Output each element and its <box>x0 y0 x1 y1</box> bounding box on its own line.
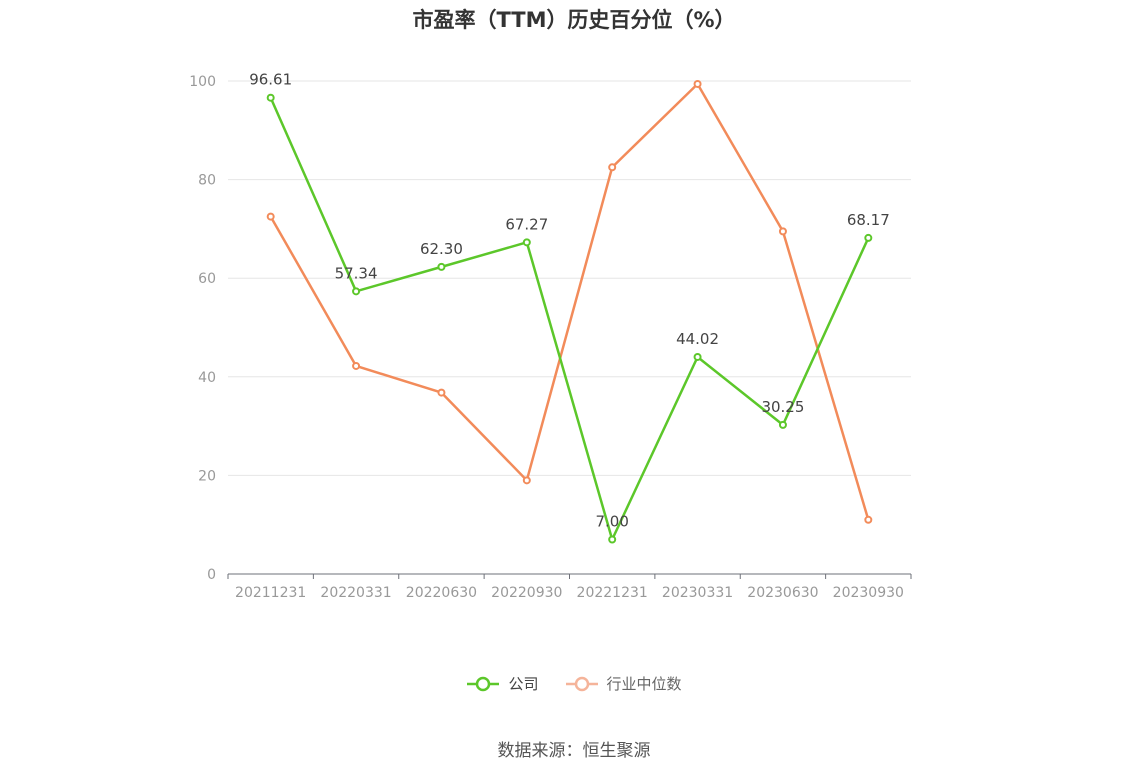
y-tick-label: 80 <box>198 173 216 189</box>
x-tick-label: 20230630 <box>747 585 818 601</box>
data-label-layer: 96.61 57.34 62.30 67.27 7.00 44.02 30.25 68.17 <box>249 71 890 531</box>
y-tick-label: 0 <box>207 567 216 583</box>
data-point[interactable] <box>266 212 275 221</box>
x-tick-label: 20220331 <box>320 585 391 601</box>
axis-layer: 0 20 40 60 80 100 20211231 20220331 20220630 2022… <box>189 74 912 601</box>
x-tick-label: 20221231 <box>577 585 648 601</box>
data-label: 30.25 <box>761 398 804 416</box>
data-point[interactable] <box>266 93 275 102</box>
data-point[interactable] <box>608 535 617 544</box>
series-layer <box>266 79 873 544</box>
series-line-1 <box>269 82 870 521</box>
data-label: 68.17 <box>847 211 890 229</box>
data-point[interactable] <box>352 361 361 370</box>
x-tick-label: 20230930 <box>833 585 904 601</box>
data-point[interactable] <box>693 352 702 361</box>
data-label: 57.34 <box>335 264 378 282</box>
data-point[interactable] <box>608 163 617 172</box>
legend-industry-median-icon <box>565 676 598 691</box>
x-tick-label: 20211231 <box>235 585 306 601</box>
data-point[interactable] <box>693 79 702 88</box>
data-point[interactable] <box>522 476 531 485</box>
data-point[interactable] <box>778 227 787 236</box>
data-source-note: 数据来源：恒生聚源 <box>497 741 651 761</box>
grid-layer <box>228 80 911 476</box>
data-point[interactable] <box>437 388 446 397</box>
y-tick-label: 60 <box>198 271 216 287</box>
data-label: 67.27 <box>505 215 548 233</box>
data-point[interactable] <box>864 515 873 524</box>
data-point[interactable] <box>352 287 361 296</box>
legend-company-icon <box>467 676 500 691</box>
data-label: 7.00 <box>595 512 628 530</box>
data-point[interactable] <box>778 420 787 429</box>
legend-label-company: 公司 <box>508 675 539 693</box>
legend-item-industry-median[interactable]: 行业中位数 <box>565 673 682 694</box>
chart-title: 市盈率（TTM）历史百分位（%） <box>412 8 736 32</box>
x-tick-label: 20230331 <box>662 585 733 601</box>
y-tick-label: 20 <box>198 468 216 484</box>
data-point[interactable] <box>864 233 873 242</box>
x-tick-label: 20220930 <box>491 585 562 601</box>
data-point[interactable] <box>522 238 531 247</box>
legend: 公司 行业中位数 <box>0 673 1148 694</box>
data-label: 44.02 <box>676 330 719 348</box>
x-tick-label: 20220630 <box>406 585 477 601</box>
y-tick-label: 100 <box>189 74 216 90</box>
legend-item-company[interactable]: 公司 <box>466 673 539 694</box>
data-label: 62.30 <box>420 240 463 258</box>
legend-label-industry-median: 行业中位数 <box>606 675 682 693</box>
series-line-0 <box>269 97 870 541</box>
data-label: 96.61 <box>249 71 292 89</box>
y-tick-label: 40 <box>198 370 216 386</box>
data-point[interactable] <box>437 262 446 271</box>
